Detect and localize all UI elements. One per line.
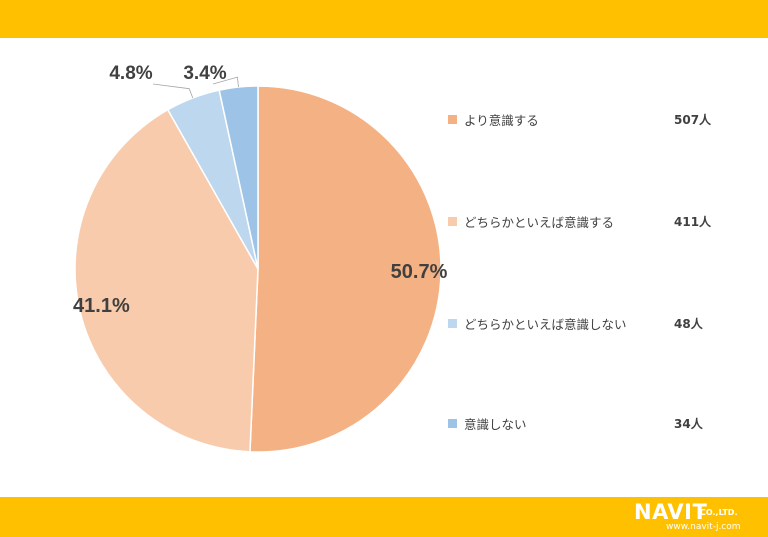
pie-slice-somewhat-aware [74,108,259,453]
logo-url: www.navit-j.com [666,522,741,532]
legend-count: 48人 [674,316,703,331]
top-banner [0,0,768,38]
logo-suffix: CO.,LTD. [700,508,738,517]
pie-slice-more-aware [249,85,442,453]
legend-item-somewhat-aware: どちらかといえば意識する 411人 [448,211,748,231]
legend-label: 意識しない [464,416,527,432]
legend-swatch [448,418,457,428]
navit-logo: NAVIT CO.,LTD. www.navit-j.com [634,500,764,534]
legend-swatch [448,114,457,124]
legend-item-somewhat-not-aware: どちらかといえば意識しない 48人 [448,313,748,333]
pie-slice-not-aware [218,85,259,270]
leader-line-not-aware [212,76,239,88]
legend-count: 34人 [674,416,703,431]
legend-swatch [448,216,457,226]
leader-line-somewhat-not-aware [152,83,194,99]
data-label-somewhat-aware: 41.1% [73,295,130,317]
legend-item-not-aware: 意識しない 34人 [448,413,748,433]
legend-label: どちらかといえば意識しない [464,316,627,332]
data-label-somewhat-not-aware: 4.8% [109,63,152,84]
bottom-banner [0,497,768,537]
data-label-not-aware: 3.4% [183,63,226,84]
legend-item-more-aware: より意識する 507人 [448,109,748,129]
data-label-more-aware: 50.7% [391,261,448,283]
legend-label: どちらかといえば意識する [464,214,615,230]
legend-count: 411人 [674,214,712,229]
legend-label: より意識する [464,112,539,128]
logo-text: NAVIT [634,500,708,524]
legend-swatch [448,318,457,328]
legend-count: 507人 [674,112,712,127]
